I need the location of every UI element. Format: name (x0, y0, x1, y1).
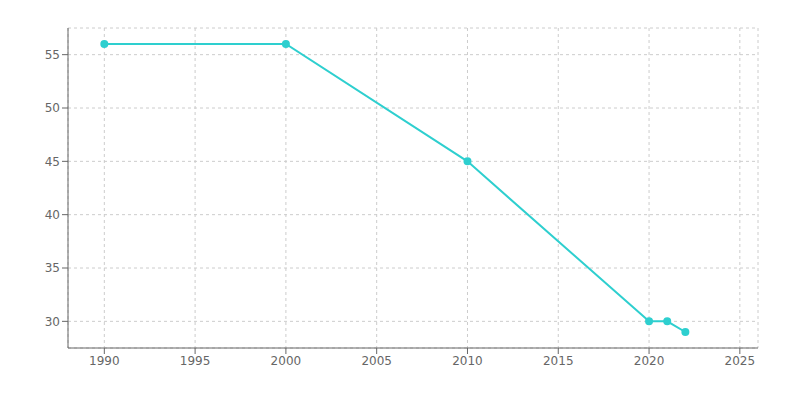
svg-text:35: 35 (45, 261, 60, 275)
svg-text:2000: 2000 (271, 354, 302, 368)
svg-text:30: 30 (45, 315, 60, 329)
svg-text:1990: 1990 (89, 354, 120, 368)
svg-text:2025: 2025 (725, 354, 756, 368)
svg-text:2015: 2015 (543, 354, 574, 368)
svg-text:2005: 2005 (361, 354, 392, 368)
svg-text:2010: 2010 (452, 354, 483, 368)
svg-text:40: 40 (45, 208, 60, 222)
svg-text:1995: 1995 (180, 354, 211, 368)
svg-text:2020: 2020 (634, 354, 665, 368)
svg-text:55: 55 (45, 48, 60, 62)
svg-text:45: 45 (45, 155, 60, 169)
svg-text:50: 50 (45, 101, 60, 115)
